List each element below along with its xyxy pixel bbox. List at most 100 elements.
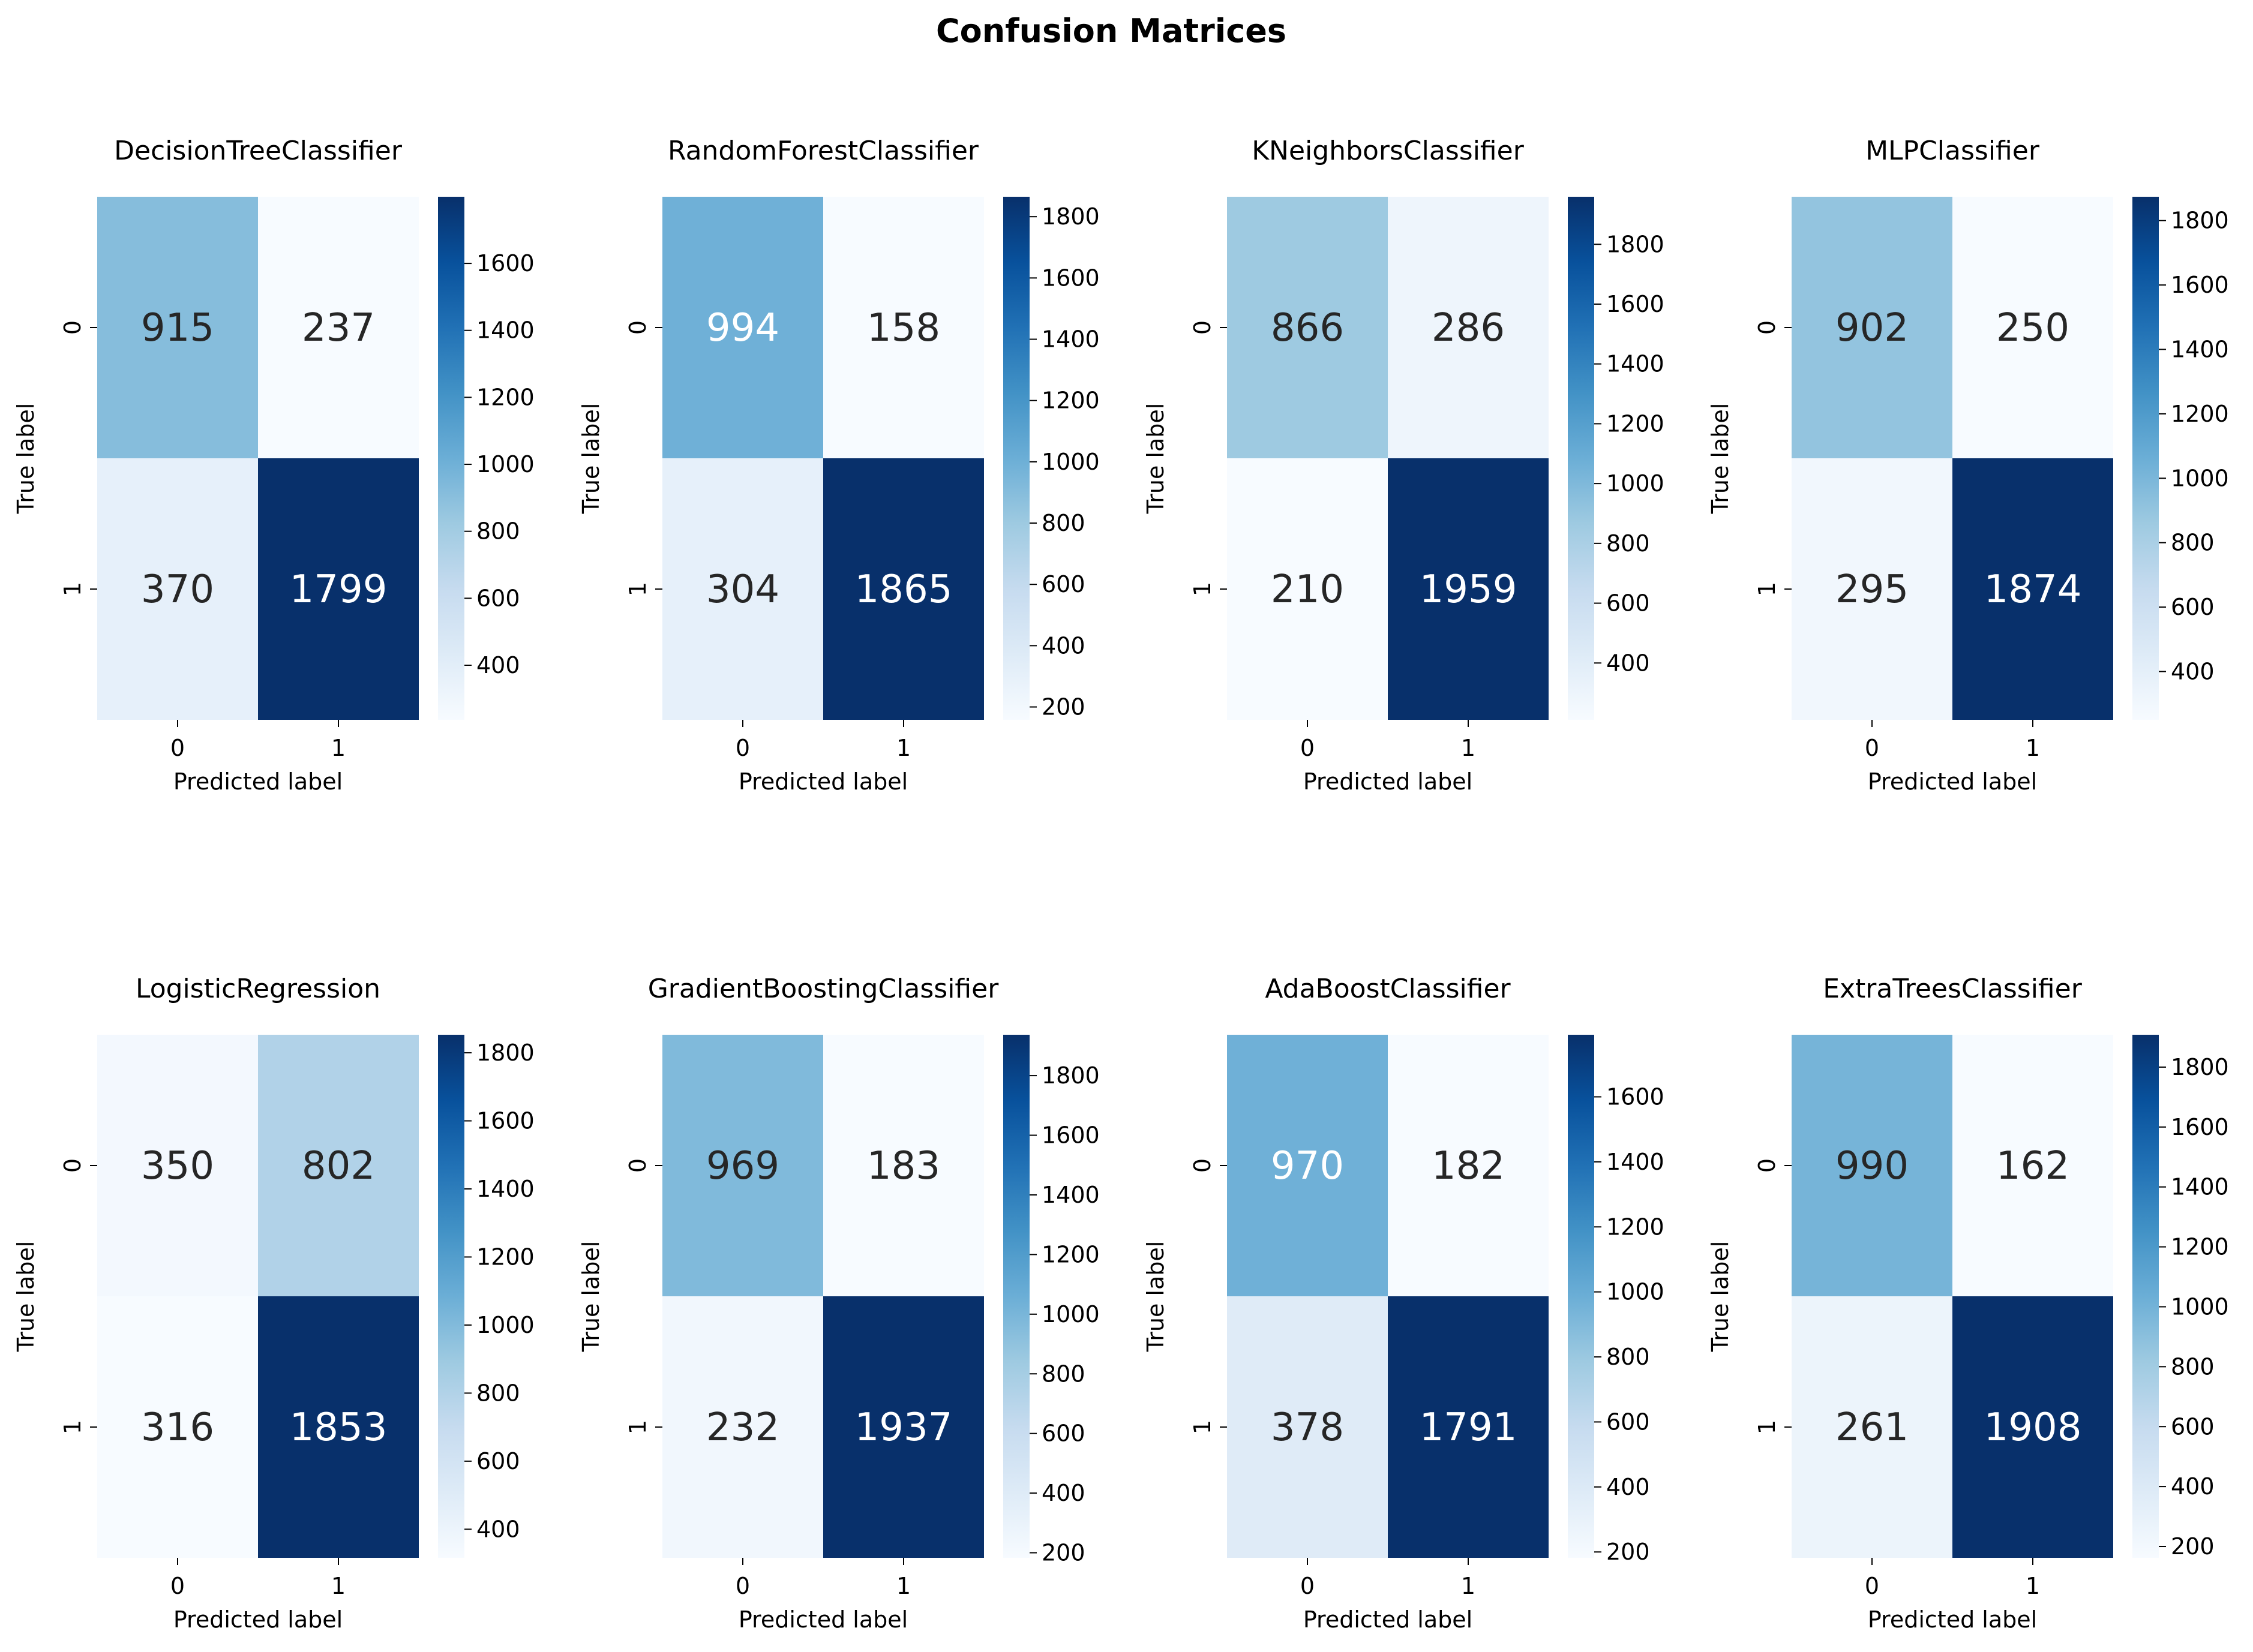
colorbar-tick-label: 800: [1042, 510, 1085, 536]
colorbar-tick-label: 1000: [1606, 470, 1664, 497]
y-axis-label: True label: [1142, 1241, 1169, 1353]
panel-title: KNeighborsClassifier: [1252, 136, 1525, 166]
cell-value-1-1: 1874: [1984, 567, 2082, 612]
heatmap-cell-0-1: [1952, 197, 2113, 458]
cell-value-0-1: 183: [867, 1144, 940, 1188]
heatmap-cell-0-0: [1792, 1035, 1952, 1296]
colorbar-tick-label: 1400: [1042, 326, 1100, 353]
heatmap-cell-0-0: [662, 1035, 823, 1296]
colorbar-tick-label: 1800: [476, 1040, 535, 1066]
colorbar-tick-label: 1600: [2171, 1114, 2229, 1140]
cell-value-0-0: 915: [141, 306, 214, 350]
colorbar-tick-label: 800: [1042, 1360, 1085, 1387]
heatmap-cell-1-0: [1227, 458, 1388, 720]
cell-value-0-1: 802: [302, 1144, 375, 1188]
y-axis-label: True label: [1707, 1241, 1733, 1353]
heatmap-cell-1-1: [258, 1296, 419, 1558]
x-axis-label: Predicted label: [1303, 1606, 1472, 1633]
colorbar-tick-label: 1200: [2171, 1234, 2229, 1260]
y-tick-label: 1: [625, 1420, 651, 1434]
colorbar-tick-label: 600: [476, 1448, 520, 1474]
cell-value-1-0: 295: [1835, 567, 1909, 612]
cell-value-1-1: 1799: [290, 567, 388, 612]
cell-value-1-1: 1937: [855, 1405, 953, 1450]
cell-value-0-0: 902: [1835, 306, 1909, 350]
cell-value-1-1: 1853: [290, 1405, 388, 1450]
confusion-panel-adaboostclassifier: AdaBoostClassifier 970 182 378 1791 0 1 Predict…: [1142, 974, 1664, 1633]
cell-value-0-0: 994: [706, 306, 779, 350]
x-axis-label: Predicted label: [1868, 1606, 2037, 1633]
x-tick-label: 1: [896, 1573, 911, 1599]
x-tick-label: 0: [1865, 1573, 1879, 1599]
heatmap-cell-1-1: [258, 458, 419, 720]
cell-value-1-1: 1791: [1420, 1405, 1517, 1450]
y-axis-label: True label: [13, 403, 39, 515]
panel-title: DecisionTreeClassifier: [114, 136, 403, 166]
cell-value-1-1: 1908: [1984, 1405, 2082, 1450]
y-tick-label: 1: [625, 582, 651, 596]
colorbar-tick-label: 1400: [1042, 1182, 1100, 1208]
y-tick-label: 0: [59, 320, 86, 335]
cell-value-1-0: 304: [706, 567, 779, 612]
colorbar-tick-label: 800: [2171, 1353, 2215, 1380]
x-tick-label: 1: [1461, 1573, 1475, 1599]
colorbar-tick-label: 1200: [476, 384, 535, 410]
colorbar-tick-label: 600: [2171, 1413, 2215, 1440]
y-axis-label: True label: [1707, 403, 1733, 515]
heatmap-cell-0-0: [97, 197, 258, 458]
panels-container: DecisionTreeClassifier 915 237 370 1799 0 1 Pre…: [13, 136, 2229, 1633]
heatmap-cell-0-1: [1388, 197, 1549, 458]
cell-value-0-1: 237: [302, 306, 375, 350]
heatmap-cell-0-0: [1792, 197, 1952, 458]
x-tick-label: 1: [331, 1573, 346, 1599]
colorbar-tick-label: 600: [1606, 590, 1650, 617]
panel-title: LogisticRegression: [136, 974, 380, 1004]
panel-title: AdaBoostClassifier: [1265, 974, 1511, 1004]
heatmap-cell-0-1: [258, 197, 419, 458]
colorbar-tick-label: 800: [1606, 530, 1650, 557]
colorbar-tick-label: 1600: [476, 250, 535, 277]
cell-value-0-1: 162: [1996, 1144, 2069, 1188]
colorbar-tick-label: 800: [2171, 530, 2215, 556]
y-tick-label: 1: [59, 1420, 86, 1434]
y-tick-label: 1: [1754, 1420, 1780, 1434]
colorbar-tick-label: 800: [476, 518, 520, 545]
colorbar: [438, 197, 464, 720]
colorbar-tick-label: 200: [1606, 1539, 1650, 1565]
cell-value-0-1: 286: [1432, 306, 1505, 350]
cell-value-1-0: 232: [706, 1405, 779, 1450]
x-tick-label: 1: [331, 735, 346, 761]
cell-value-0-0: 350: [141, 1144, 214, 1188]
x-tick-label: 1: [896, 735, 911, 761]
heatmap-cell-1-0: [1227, 1296, 1388, 1558]
colorbar-tick-label: 1000: [1606, 1279, 1664, 1305]
colorbar-tick-label: 1800: [2171, 1054, 2229, 1080]
cell-value-0-0: 866: [1271, 306, 1344, 350]
confusion-panel-logisticregression: LogisticRegression 350 802 316 1853 0 1 Predict…: [13, 974, 535, 1633]
heatmap-cell-0-1: [823, 1035, 984, 1296]
colorbar-tick-label: 1800: [2171, 208, 2229, 234]
cell-value-0-0: 970: [1271, 1144, 1344, 1188]
x-tick-label: 1: [2026, 1573, 2040, 1599]
colorbar-tick-label: 1200: [1606, 1214, 1664, 1240]
x-tick-label: 0: [170, 735, 185, 761]
colorbar-tick-label: 1400: [476, 1176, 535, 1202]
colorbar-tick-label: 600: [476, 585, 520, 611]
x-tick-label: 1: [1461, 735, 1475, 761]
y-axis-label: True label: [578, 403, 604, 515]
colorbar-tick-label: 1600: [2171, 272, 2229, 298]
y-tick-label: 0: [625, 1158, 651, 1173]
x-axis-label: Predicted label: [173, 1606, 343, 1633]
colorbar-tick-label: 1800: [1042, 203, 1100, 230]
colorbar-tick-label: 1600: [1606, 291, 1664, 317]
colorbar-tick-label: 1800: [1042, 1062, 1100, 1089]
cell-value-0-1: 250: [1996, 306, 2069, 350]
heatmap-cell-1-1: [1388, 1296, 1549, 1558]
confusion-panel-kneighborsclassifier: KNeighborsClassifier 866 286 210 1959 0 1 Predi…: [1142, 136, 1664, 795]
y-tick-label: 0: [1189, 320, 1216, 335]
x-axis-label: Predicted label: [739, 1606, 908, 1633]
colorbar-tick-label: 600: [1042, 1420, 1085, 1447]
x-tick-label: 0: [736, 735, 750, 761]
colorbar: [1568, 197, 1594, 720]
panel-title: RandomForestClassifier: [668, 136, 979, 166]
